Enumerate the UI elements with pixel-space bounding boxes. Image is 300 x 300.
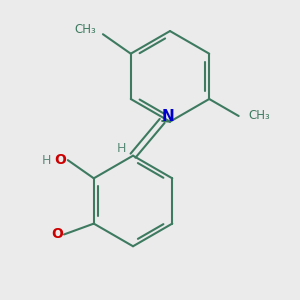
Text: CH₃: CH₃ — [249, 110, 271, 122]
Text: H: H — [42, 154, 51, 166]
Text: CH₃: CH₃ — [74, 23, 96, 36]
Text: H: H — [117, 142, 126, 155]
Text: O: O — [54, 153, 66, 167]
Text: O: O — [51, 227, 63, 242]
Text: N: N — [161, 109, 174, 124]
